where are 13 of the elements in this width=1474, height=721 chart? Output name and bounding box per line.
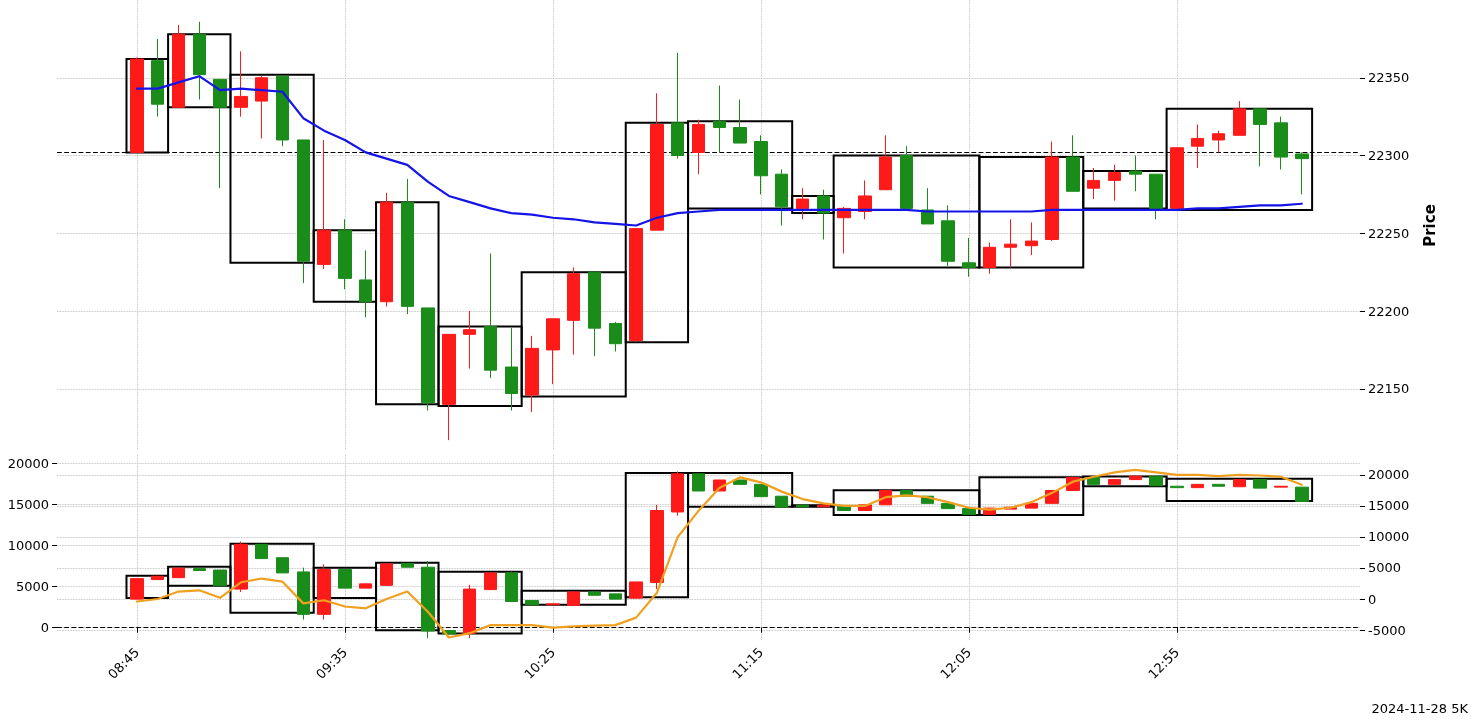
y-tick-label: 22300 bbox=[1368, 148, 1410, 164]
y-tick-label: 5000 bbox=[15, 579, 49, 595]
y-axis-title: Price bbox=[1420, 204, 1439, 247]
y-tick-label: 22200 bbox=[1368, 303, 1410, 319]
y-tick-label: 10000 bbox=[7, 537, 49, 553]
y2-tick-label: -5000 bbox=[1368, 622, 1406, 638]
y-tick-label: 22350 bbox=[1368, 70, 1410, 86]
text: 2024-11-28 5K bbox=[1371, 701, 1469, 716]
y-tick-label: 20000 bbox=[7, 455, 49, 471]
y-tick-label: 22250 bbox=[1368, 225, 1410, 241]
y-tick-label: 15000 bbox=[7, 496, 49, 512]
y-tick-label: 22150 bbox=[1368, 381, 1410, 397]
y-tick-label: 0 bbox=[40, 620, 49, 636]
